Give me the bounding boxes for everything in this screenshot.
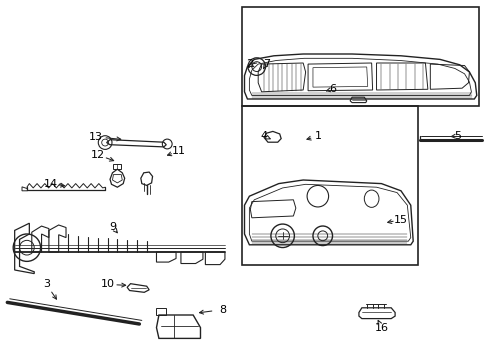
Text: 15: 15 bbox=[393, 215, 407, 225]
Text: 9: 9 bbox=[109, 222, 116, 232]
Text: 16: 16 bbox=[374, 323, 387, 333]
Text: 6: 6 bbox=[328, 84, 335, 94]
Text: 1: 1 bbox=[314, 131, 321, 141]
Text: 2: 2 bbox=[245, 59, 252, 69]
Text: 11: 11 bbox=[171, 146, 185, 156]
Text: 13: 13 bbox=[88, 132, 102, 142]
Bar bbox=[242, 106, 417, 265]
Text: 3: 3 bbox=[43, 279, 50, 289]
Text: 10: 10 bbox=[101, 279, 114, 289]
Text: 14: 14 bbox=[44, 179, 58, 189]
Text: 8: 8 bbox=[219, 305, 225, 315]
Text: 12: 12 bbox=[91, 150, 104, 160]
Text: 7: 7 bbox=[263, 59, 269, 69]
Text: 5: 5 bbox=[453, 131, 460, 141]
Text: 4: 4 bbox=[260, 131, 267, 141]
Bar bbox=[242, 7, 478, 106]
